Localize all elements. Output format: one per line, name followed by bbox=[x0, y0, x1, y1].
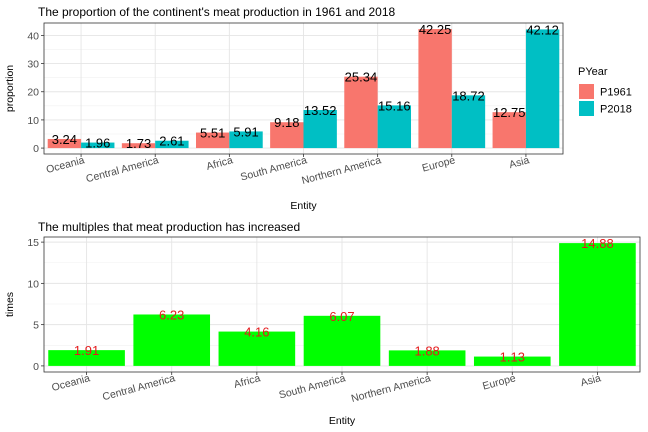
bar-p1961 bbox=[270, 122, 304, 149]
x-tick-label: Africa bbox=[233, 372, 262, 391]
x-tick-label: Europe bbox=[481, 372, 517, 392]
y-tick-label: 0 bbox=[33, 143, 39, 155]
legend-label: P2018 bbox=[600, 104, 632, 116]
legend-label: P1961 bbox=[600, 87, 632, 99]
chart-2: The multiples that meat production has i… bbox=[4, 220, 641, 427]
data-label: 1.96 bbox=[85, 136, 110, 151]
y-tick-label: 10 bbox=[27, 278, 39, 290]
bar-p2018 bbox=[303, 109, 337, 149]
data-label: 1.13 bbox=[500, 350, 525, 365]
bar-value bbox=[48, 350, 125, 366]
legend-title: PYear bbox=[578, 66, 608, 78]
data-label: 3.24 bbox=[52, 132, 77, 147]
y-axis-label: times bbox=[4, 292, 16, 317]
x-axis-label: Entity bbox=[290, 200, 317, 212]
data-label: 4.16 bbox=[244, 325, 269, 340]
bar-p1961 bbox=[418, 29, 452, 149]
bar-value bbox=[218, 331, 296, 366]
bar-p2018 bbox=[229, 131, 263, 149]
y-tick-label: 15 bbox=[27, 237, 39, 249]
bar-p1961 bbox=[121, 143, 156, 149]
x-tick-label: Europe bbox=[421, 154, 457, 174]
legend: PYear P1961 P2018 bbox=[578, 66, 632, 116]
y-tick-label: 10 bbox=[27, 115, 39, 127]
bar-value bbox=[473, 356, 551, 366]
data-label: 18.72 bbox=[452, 88, 485, 103]
bar-p1961 bbox=[195, 132, 230, 149]
data-label: 13.52 bbox=[304, 103, 337, 118]
y-tick-label: 5 bbox=[33, 320, 39, 332]
x-tick-label: Central America bbox=[85, 154, 160, 185]
x-tick-label: Oceania bbox=[50, 372, 91, 394]
data-label: 9.18 bbox=[274, 115, 299, 130]
data-label: 5.51 bbox=[200, 126, 225, 141]
chart-title: The multiples that meat production has i… bbox=[38, 220, 300, 234]
data-label: 6.23 bbox=[159, 307, 184, 322]
data-label: 1.91 bbox=[74, 343, 99, 358]
bar-p2018 bbox=[451, 95, 486, 149]
bar-p2018 bbox=[155, 140, 189, 149]
bar-value bbox=[559, 243, 636, 366]
x-tick-label: Northern America bbox=[350, 372, 432, 405]
data-label: 14.88 bbox=[581, 236, 614, 251]
data-label: 5.91 bbox=[233, 124, 258, 139]
x-tick-label: Africa bbox=[205, 154, 234, 173]
bar-p2018 bbox=[377, 105, 412, 149]
data-label: 25.34 bbox=[345, 70, 378, 85]
bar-value bbox=[133, 314, 211, 366]
bar-p1961 bbox=[47, 138, 82, 149]
bar-value bbox=[388, 350, 466, 366]
y-tick-label: 40 bbox=[27, 30, 39, 42]
y-axis-label: proportion bbox=[4, 65, 16, 112]
bar-p2018 bbox=[81, 142, 115, 149]
y-tick-label: 20 bbox=[27, 87, 39, 99]
bar-p1961 bbox=[344, 76, 378, 149]
data-label: 6.07 bbox=[329, 309, 354, 324]
x-tick-label: Asia bbox=[579, 372, 602, 389]
x-tick-label: Oceania bbox=[45, 154, 86, 176]
bar-value bbox=[303, 315, 381, 366]
data-label: 12.75 bbox=[493, 105, 526, 120]
data-label: 2.61 bbox=[159, 134, 184, 149]
x-tick-label: Northern America bbox=[300, 154, 382, 187]
y-tick-label: 0 bbox=[33, 361, 39, 373]
chart-1: The proportion of the continent's meat p… bbox=[4, 5, 632, 212]
y-tick-label: 30 bbox=[27, 59, 39, 71]
data-label: 15.16 bbox=[378, 98, 411, 113]
data-label: 42.12 bbox=[526, 22, 559, 37]
data-label: 1.73 bbox=[126, 136, 151, 151]
data-label: 42.25 bbox=[419, 22, 452, 37]
legend-swatch bbox=[579, 84, 594, 99]
bar-p2018 bbox=[525, 29, 560, 149]
legend-swatch bbox=[579, 101, 594, 116]
chart-title: The proportion of the continent's meat p… bbox=[38, 5, 396, 19]
x-tick-label: South America bbox=[239, 154, 308, 183]
x-axis-label: Entity bbox=[329, 415, 356, 427]
x-tick-label: Central America bbox=[101, 372, 176, 403]
bar-p1961 bbox=[492, 112, 526, 149]
x-tick-label: South America bbox=[278, 372, 347, 401]
x-tick-label: Asia bbox=[508, 154, 531, 171]
data-label: 1.88 bbox=[414, 343, 439, 358]
